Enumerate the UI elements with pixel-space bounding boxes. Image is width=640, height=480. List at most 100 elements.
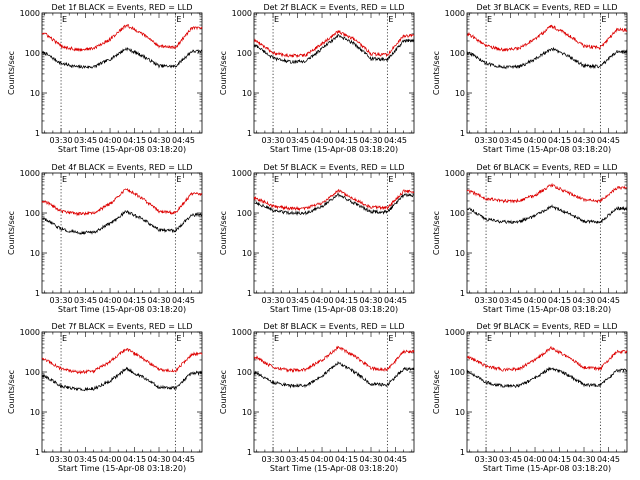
plot-frame [253,12,415,134]
y-tick-label: 1000 [20,169,40,178]
x-tick-label: 04:45 [597,296,620,305]
y-axis-label: Counts/sec [7,211,16,255]
series-line-events [41,366,203,392]
y-tick-label: 1 [247,289,252,298]
chart-title: Det 8f BLACK = Events, RED = LLD [263,322,404,331]
x-tick-label: 04:00 [523,136,546,145]
chart-panel-5: Det 5f BLACK = Events, RED = LLD 1 10 100 10… [219,163,415,314]
y-tick-label: 100 [25,368,40,377]
y-tick-label: 10 [30,408,40,417]
x-tick-label: 04:00 [98,296,121,305]
corner-mark: E [487,334,492,343]
corner-mark: E [487,175,492,184]
y-axis-label: Counts/sec [219,211,228,255]
x-tick-label: 04:00 [98,455,121,464]
y-tick-label: 10 [30,249,40,258]
x-tick-label: 03:30 [262,296,285,305]
corner-mark: E [274,175,279,184]
y-tick-label: 1000 [445,328,465,337]
plot-frame [41,12,203,134]
series-line-events [254,192,415,216]
y-tick-label: 1000 [445,169,465,178]
y-tick-label: 100 [237,49,252,58]
x-tick-label: 04:45 [172,136,195,145]
y-tick-label: 100 [237,209,252,218]
x-tick-label: 04:45 [172,455,195,464]
y-tick-label: 100 [25,49,40,58]
x-tick-label: 04:00 [523,455,546,464]
y-tick-label: 100 [25,209,40,218]
y-axis-label: Counts/sec [219,370,228,414]
chart-title: Det 7f BLACK = Events, RED = LLD [51,322,192,331]
corner-mark: E [62,334,67,343]
corner-mark: E [176,15,181,24]
corner-mark: E [388,175,393,184]
x-tick-label: 03:30 [475,455,498,464]
chart-panel-2: Det 2f BLACK = Events, RED = LLD 1 10 100 10… [219,3,415,154]
x-tick-label: 04:45 [384,296,407,305]
series-line-lld [466,182,628,204]
x-tick-label: 04:45 [597,455,620,464]
x-tick-label: 04:15 [123,455,146,464]
corner-mark: E [62,175,67,184]
series-line-events [466,366,628,389]
x-axis-label: Start Time (15-Apr-08 03:18:20) [58,464,186,473]
x-tick-label: 04:15 [123,296,146,305]
corner-mark: E [62,15,67,24]
y-tick-label: 100 [450,368,465,377]
y-axis-label: Counts/sec [432,211,441,255]
x-axis-label: Start Time (15-Apr-08 03:18:20) [483,464,611,473]
y-tick-label: 1 [35,448,40,457]
x-tick-label: 04:30 [572,136,595,145]
x-tick-label: 04:30 [359,455,382,464]
x-axis-label: Start Time (15-Apr-08 03:18:20) [270,305,398,314]
x-tick-label: 03:30 [50,136,73,145]
y-tick-label: 100 [450,209,465,218]
x-tick-label: 03:45 [499,296,522,305]
series-line-events [466,46,628,70]
series-line-events [466,204,628,225]
x-tick-label: 03:30 [50,296,73,305]
plot-frame [41,331,203,453]
y-tick-label: 1000 [232,328,252,337]
corner-mark: E [274,334,279,343]
corner-mark: E [176,334,181,343]
y-tick-label: 1000 [445,9,465,18]
plot-frame [466,12,628,134]
x-tick-label: 04:30 [359,136,382,145]
chart-panel-6: Det 6f BLACK = Events, RED = LLD 1 10 100 10… [432,163,628,314]
x-axis-label: Start Time (15-Apr-08 03:18:20) [270,464,398,473]
chart-panel-1: Det 1f BLACK = Events, RED = LLD 1 10 100 10… [7,3,203,154]
y-tick-label: 1 [35,289,40,298]
x-tick-label: 03:30 [262,136,285,145]
chart-panel-7: Det 7f BLACK = Events, RED = LLD 1 10 100 10… [7,322,203,473]
corner-mark: E [388,15,393,24]
x-tick-label: 04:00 [310,455,333,464]
y-tick-label: 10 [242,89,252,98]
y-tick-label: 10 [455,249,465,258]
y-tick-label: 1 [35,129,40,138]
x-tick-label: 04:00 [310,296,333,305]
x-tick-label: 04:15 [335,296,358,305]
y-axis-label: Counts/sec [7,51,16,95]
x-tick-label: 03:45 [499,455,522,464]
x-tick-label: 04:00 [98,136,121,145]
y-axis-label: Counts/sec [7,370,16,414]
plot-frame [253,331,415,453]
y-tick-label: 10 [455,408,465,417]
y-tick-label: 1 [247,129,252,138]
series-line-lld [41,188,203,217]
x-tick-label: 04:15 [548,455,571,464]
x-tick-label: 04:30 [147,136,170,145]
series-line-events [253,360,415,389]
series-line-events [41,210,203,236]
corner-mark: E [487,15,492,24]
corner-mark: E [388,334,393,343]
series-line-events [41,47,203,70]
y-axis-label: Counts/sec [432,370,441,414]
x-tick-label: 04:45 [172,296,195,305]
x-tick-label: 03:45 [74,455,97,464]
corner-mark: E [274,15,279,24]
y-tick-label: 10 [242,408,252,417]
